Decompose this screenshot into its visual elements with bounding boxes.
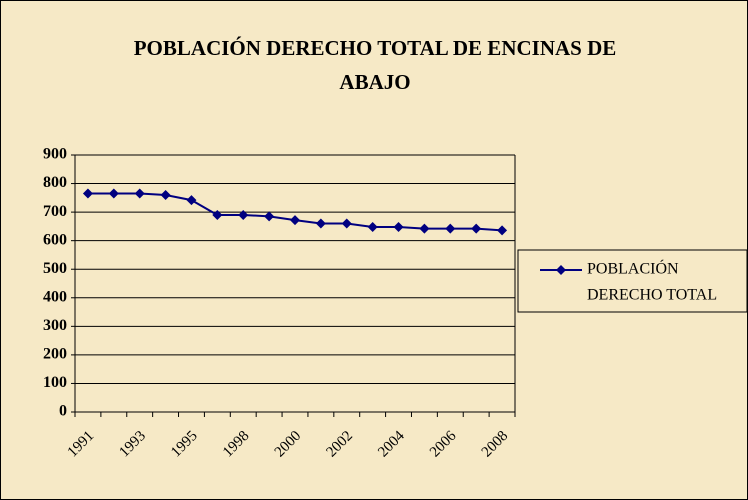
y-tick-label: 500	[43, 260, 67, 277]
data-point	[108, 188, 119, 199]
chart-title: ABAJO	[339, 70, 410, 94]
data-point	[160, 189, 171, 200]
data-point	[186, 195, 197, 206]
data-point	[341, 218, 352, 229]
y-tick-label: 200	[43, 346, 67, 363]
data-point	[290, 215, 300, 226]
data-point	[367, 221, 378, 232]
data-point	[264, 211, 275, 222]
data-point	[238, 209, 249, 220]
chart-title: POBLACIÓN DERECHO TOTAL DE ENCINAS DE	[134, 36, 617, 60]
data-point	[82, 188, 93, 199]
y-tick-label: 800	[43, 174, 67, 191]
data-point	[445, 223, 456, 234]
y-tick-label: 100	[43, 374, 67, 391]
legend-label: DERECHO TOTAL	[587, 287, 717, 304]
data-point	[419, 223, 430, 234]
y-tick-label: 700	[43, 203, 67, 220]
data-point	[212, 209, 223, 220]
y-tick-label: 400	[43, 288, 67, 305]
y-tick-label: 600	[43, 231, 67, 248]
legend-box	[517, 249, 748, 313]
data-point	[134, 188, 145, 199]
data-point	[315, 218, 326, 229]
y-tick-label: 900	[43, 146, 67, 163]
data-point	[393, 221, 404, 232]
data-point	[471, 223, 482, 234]
data-point	[497, 225, 508, 236]
legend-marker	[556, 265, 566, 275]
y-tick-label: 300	[43, 317, 67, 334]
legend-label: POBLACIÓN	[587, 259, 679, 278]
y-tick-label: 0	[59, 403, 67, 420]
